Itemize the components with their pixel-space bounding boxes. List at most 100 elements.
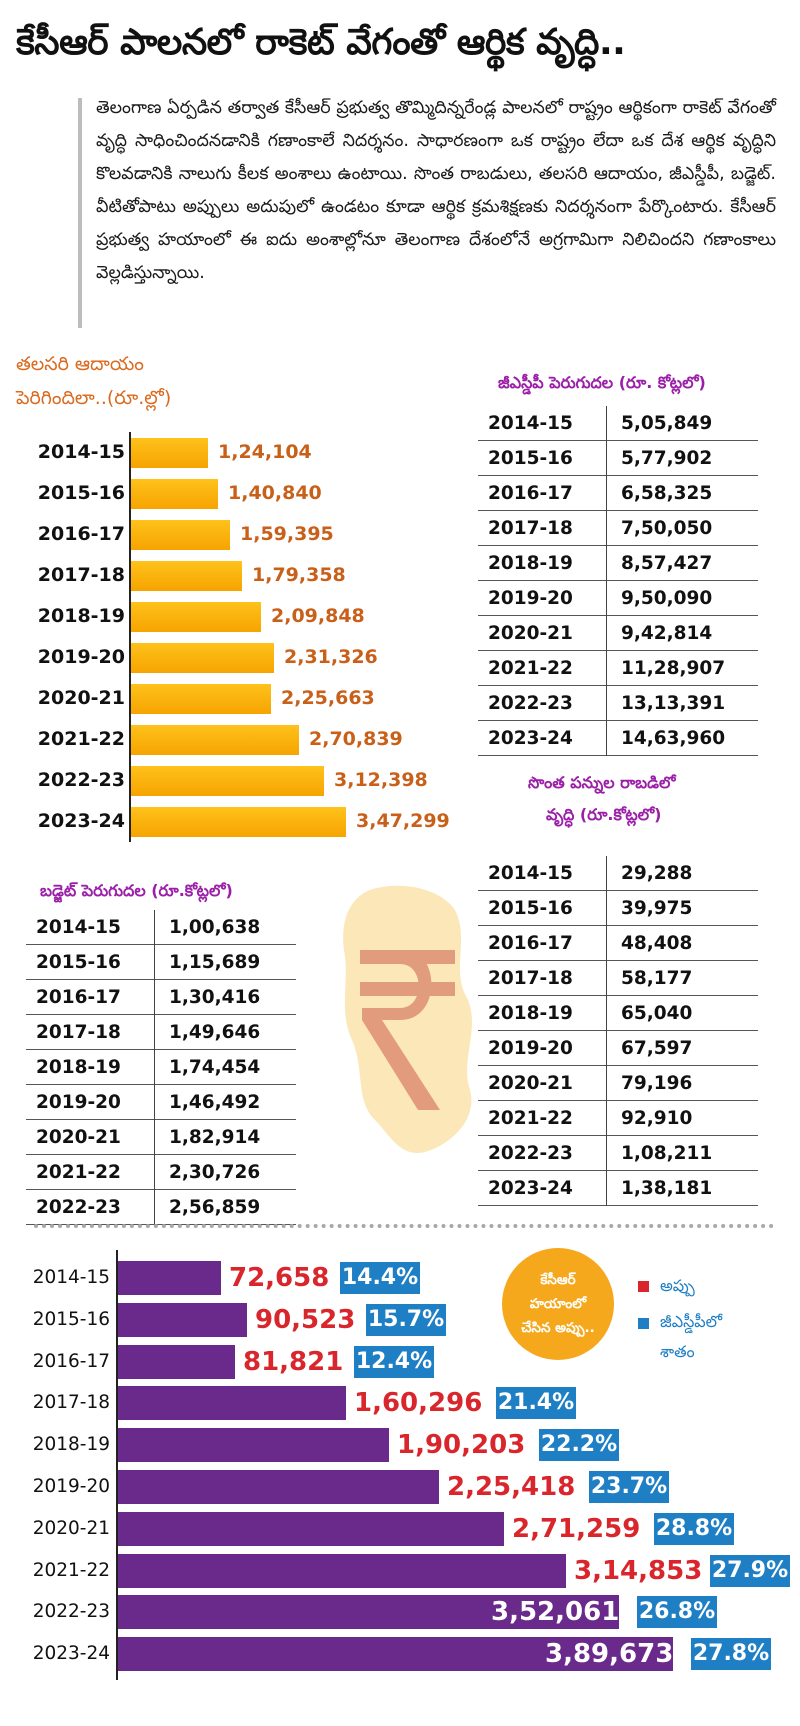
revenue-year-label: 2014-15 bbox=[37, 441, 125, 463]
intro-paragraph: తెలంగాణ ఏర్పడిన తర్వాత కేసీఆర్ ప్రభుత్వ … bbox=[96, 98, 776, 283]
debt-value-label: 1,60,296 bbox=[354, 1388, 483, 1418]
debt-value-label: 1,90,203 bbox=[397, 1430, 526, 1460]
budget-table: 2014-15 1,00,638 2015-16 1,15,689 2016-17 1,3… bbox=[26, 910, 296, 1225]
gsdp-year: 2015-16 bbox=[488, 447, 573, 469]
revenue-bar bbox=[131, 766, 324, 796]
own-tax-value: 48,408 bbox=[606, 925, 758, 961]
bubble-line2: హయాంలో bbox=[529, 1296, 587, 1312]
gsdp-percent-badge: 12.4% bbox=[354, 1346, 434, 1378]
debt-value-label: 81,821 bbox=[243, 1347, 344, 1377]
debt-year-label: 2020-21 bbox=[32, 1518, 110, 1539]
revenue-heading-line2: పెరిగిందిలా..(రూ.ల్లో) bbox=[16, 387, 172, 409]
own-tax-year: 2017-18 bbox=[488, 967, 573, 989]
revenue-row: 2020-21 2,25,663 bbox=[0, 682, 470, 714]
debt-year-label: 2023-24 bbox=[32, 1643, 110, 1664]
gsdp-percent-badge: 28.8% bbox=[654, 1513, 734, 1545]
gsdp-row: 2017-18 7,50,050 bbox=[478, 510, 758, 546]
budget-year: 2022-23 bbox=[36, 1196, 121, 1218]
revenue-year-label: 2017-18 bbox=[37, 564, 125, 586]
gsdp-row: 2015-16 5,77,902 bbox=[478, 440, 758, 476]
legend-debt-swatch bbox=[638, 1281, 649, 1292]
own-tax-value: 29,288 bbox=[606, 856, 758, 891]
revenue-value-label: 2,70,839 bbox=[309, 728, 403, 750]
revenue-row: 2022-23 3,12,398 bbox=[0, 764, 470, 796]
budget-value: 1,49,646 bbox=[154, 1014, 296, 1050]
gsdp-year: 2023-24 bbox=[488, 727, 573, 749]
budget-row: 2020-21 1,82,914 bbox=[26, 1119, 296, 1155]
budget-row: 2019-20 1,46,492 bbox=[26, 1084, 296, 1120]
own-tax-year: 2021-22 bbox=[488, 1107, 573, 1129]
own-tax-value: 65,040 bbox=[606, 995, 758, 1031]
own-tax-year: 2023-24 bbox=[488, 1177, 573, 1199]
budget-year: 2015-16 bbox=[36, 951, 121, 973]
revenue-year-label: 2018-19 bbox=[37, 605, 125, 627]
revenue-row: 2018-19 2,09,848 bbox=[0, 600, 470, 632]
budget-year: 2019-20 bbox=[36, 1091, 121, 1113]
legend-pct-label-line1: జీఎస్డీపీలో bbox=[660, 1312, 723, 1331]
revenue-row: 2017-18 1,79,358 bbox=[0, 559, 470, 591]
revenue-row: 2015-16 1,40,840 bbox=[0, 477, 470, 509]
debt-bar bbox=[118, 1637, 673, 1671]
budget-value: 1,46,492 bbox=[154, 1084, 296, 1120]
revenue-year-label: 2019-20 bbox=[37, 646, 125, 668]
gsdp-year: 2014-15 bbox=[488, 412, 573, 434]
debt-value-label: 3,14,853 bbox=[574, 1556, 703, 1586]
budget-row: 2018-19 1,74,454 bbox=[26, 1049, 296, 1085]
revenue-value-label: 1,40,840 bbox=[228, 482, 322, 504]
own-tax-row: 2018-19 65,040 bbox=[478, 995, 758, 1031]
gsdp-percent-badge: 21.4% bbox=[496, 1387, 576, 1419]
revenue-value-label: 3,12,398 bbox=[334, 769, 428, 791]
own-tax-row: 2020-21 79,196 bbox=[478, 1065, 758, 1101]
gsdp-percent-badge: 23.7% bbox=[589, 1471, 669, 1503]
debt-bar bbox=[118, 1261, 221, 1295]
own-tax-year: 2020-21 bbox=[488, 1072, 573, 1094]
revenue-bar bbox=[131, 479, 218, 509]
gsdp-table: 2014-15 5,05,849 2015-16 5,77,902 2016-17 6,5… bbox=[478, 406, 758, 756]
gsdp-value: 9,42,814 bbox=[606, 615, 758, 651]
debt-bar bbox=[118, 1512, 504, 1546]
gsdp-value: 13,13,391 bbox=[606, 685, 758, 721]
revenue-bar bbox=[131, 643, 274, 673]
gsdp-row: 2014-15 5,05,849 bbox=[478, 406, 758, 441]
revenue-chart-axis bbox=[129, 432, 131, 842]
gsdp-value: 14,63,960 bbox=[606, 720, 758, 756]
budget-year: 2018-19 bbox=[36, 1056, 121, 1078]
budget-value: 1,74,454 bbox=[154, 1049, 296, 1085]
budget-value: 1,15,689 bbox=[154, 944, 296, 980]
debt-year-label: 2019-20 bbox=[32, 1476, 110, 1497]
legend-pct-swatch bbox=[638, 1318, 649, 1329]
gsdp-row: 2021-22 11,28,907 bbox=[478, 650, 758, 686]
revenue-bar bbox=[131, 438, 208, 468]
own-tax-value: 1,38,181 bbox=[606, 1170, 758, 1206]
revenue-value-label: 2,09,848 bbox=[271, 605, 365, 627]
budget-row: 2015-16 1,15,689 bbox=[26, 944, 296, 980]
own-tax-value: 67,597 bbox=[606, 1030, 758, 1066]
gsdp-row: 2016-17 6,58,325 bbox=[478, 475, 758, 511]
own-tax-row: 2014-15 29,288 bbox=[478, 856, 758, 891]
dotted-divider bbox=[34, 1224, 774, 1228]
gsdp-percent-badge: 22.2% bbox=[539, 1429, 619, 1461]
own-tax-row: 2023-24 1,38,181 bbox=[478, 1170, 758, 1206]
own-tax-heading-line2: వృద్ధి (రూ.కోట్లలో) bbox=[546, 805, 662, 824]
debt-bar bbox=[118, 1554, 566, 1588]
debt-value-label: 3,89,673 bbox=[545, 1639, 674, 1669]
gsdp-year: 2016-17 bbox=[488, 482, 573, 504]
budget-value: 2,56,859 bbox=[154, 1189, 296, 1225]
revenue-value-label: 2,31,326 bbox=[284, 646, 378, 668]
revenue-value-label: 2,25,663 bbox=[281, 687, 375, 709]
gsdp-row: 2020-21 9,42,814 bbox=[478, 615, 758, 651]
gsdp-value: 5,77,902 bbox=[606, 440, 758, 476]
revenue-value-label: 3,47,299 bbox=[356, 810, 450, 832]
gsdp-value: 11,28,907 bbox=[606, 650, 758, 686]
own-tax-value: 79,196 bbox=[606, 1065, 758, 1101]
debt-year-label: 2015-16 bbox=[32, 1309, 110, 1330]
own-tax-value: 58,177 bbox=[606, 960, 758, 996]
budget-row: 2021-22 2,30,726 bbox=[26, 1154, 296, 1190]
own-tax-table: 2014-15 29,288 2015-16 39,975 2016-17 48,408 2… bbox=[478, 856, 758, 1206]
own-tax-year: 2018-19 bbox=[488, 1002, 573, 1024]
debt-bubble: కేసీఆర్ హయాంలో చేసిన అప్పు.. bbox=[502, 1248, 614, 1360]
revenue-year-label: 2022-23 bbox=[37, 769, 125, 791]
debt-value-label: 2,71,259 bbox=[512, 1514, 641, 1544]
revenue-heading-line1: తలసరి ఆదాయం bbox=[16, 353, 144, 375]
gsdp-row: 2023-24 14,63,960 bbox=[478, 720, 758, 756]
